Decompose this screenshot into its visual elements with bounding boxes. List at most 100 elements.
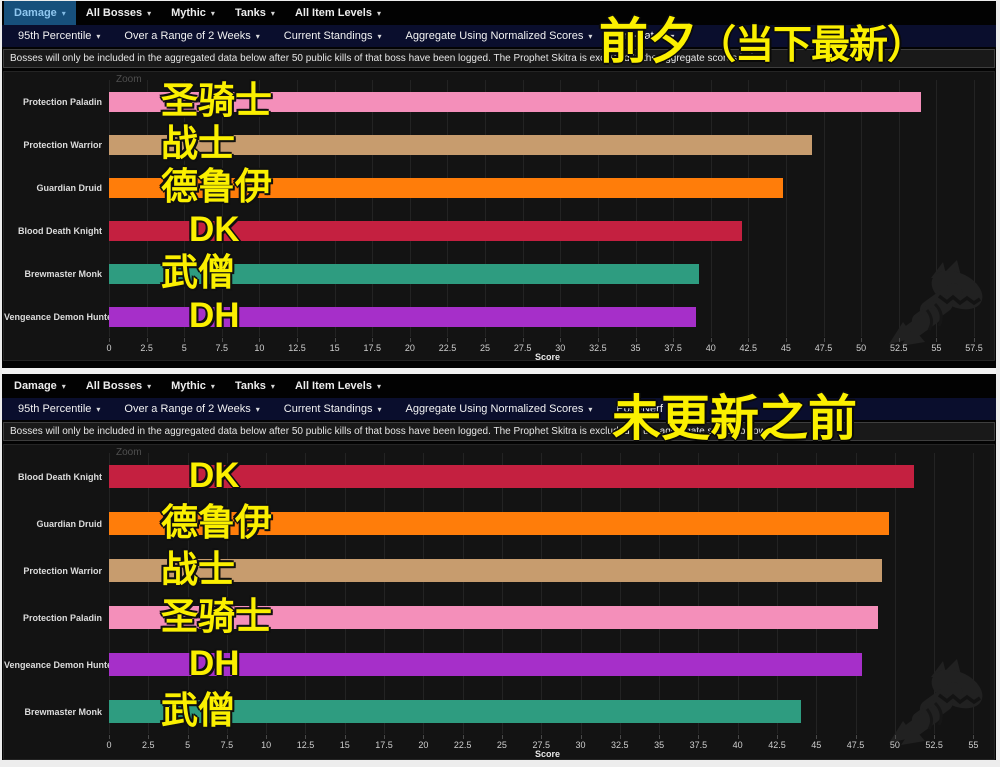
- panel-separator: [2, 368, 996, 374]
- nav-item-damage[interactable]: Damage ▾: [4, 374, 76, 398]
- axis-tick-mark: [305, 735, 307, 739]
- x-axis: Score 0 2.5 5 7.5 10 12.5 15 17.5 20 22.5 25 27.5 30…: [106, 338, 986, 362]
- secondary-navbar: 95th Percentile ▾ Over a Range of 2 Weeks ▾…: [2, 25, 996, 47]
- filter-item-current-standings[interactable]: Current Standings ▾: [272, 30, 394, 42]
- score-bar[interactable]: [109, 700, 801, 723]
- filter-item-current-standings[interactable]: Current Standings ▾: [272, 403, 394, 415]
- gridline: [266, 453, 268, 734]
- caret-down-icon: ▾: [255, 404, 260, 414]
- nav-item-all-item-levels[interactable]: All Item Levels ▾: [285, 1, 391, 25]
- score-bar[interactable]: [109, 606, 878, 629]
- bar-annotation-overlay: 战士: [161, 548, 235, 590]
- filter-item-95th-percentile[interactable]: 95th Percentile ▾: [6, 403, 112, 415]
- axis-tick-mark: [580, 735, 582, 739]
- nav-item-all-item-levels[interactable]: All Item Levels ▾: [285, 374, 391, 398]
- nav-item-label: All Item Levels: [294, 7, 372, 19]
- gridline: [973, 453, 975, 734]
- secondary-navbar: 95th Percentile ▾ Over a Range of 2 Weeks ▾…: [2, 398, 996, 420]
- axis-tick-mark: [936, 338, 938, 342]
- bar-annotation-overlay: DK: [189, 455, 240, 495]
- score-bar[interactable]: [109, 177, 783, 198]
- gridline: [898, 80, 900, 337]
- nav-item-tanks[interactable]: Tanks ▾: [225, 374, 285, 398]
- bar-chart: Zoom Blood Death Knight DK Guardian Druid 德…: [3, 444, 995, 760]
- axis-tick-label: 37.5: [689, 740, 708, 750]
- filter-item-over-a-range-of-2-weeks[interactable]: Over a Range of 2 Weeks ▾: [112, 30, 271, 42]
- nav-item-mythic[interactable]: Mythic ▾: [161, 374, 225, 398]
- axis-tick-mark: [973, 338, 975, 342]
- gridline: [737, 453, 739, 734]
- caret-down-icon: ▾: [677, 404, 682, 414]
- bar-annotation-overlay: 德鲁伊: [161, 501, 272, 543]
- category-label: Guardian Druid: [36, 518, 102, 529]
- category-label: Vengeance Demon Hunter: [4, 659, 116, 670]
- gridline: [297, 80, 299, 337]
- filter-item-label: Over a Range of 2 Weeks: [124, 403, 251, 415]
- axis-tick-mark: [785, 338, 787, 342]
- gridline: [501, 453, 503, 734]
- gridline: [148, 453, 150, 734]
- nav-item-damage[interactable]: Damage ▾: [4, 1, 76, 25]
- score-bar[interactable]: [109, 134, 812, 155]
- score-bar[interactable]: [109, 512, 889, 535]
- score-bar[interactable]: [109, 653, 862, 676]
- nav-item-label: Mythic: [171, 7, 206, 19]
- gridline: [447, 80, 449, 337]
- axis-tick-label: 32.5: [589, 343, 607, 353]
- overlay-title-part: （当下最新）: [697, 24, 926, 67]
- score-bar[interactable]: [109, 465, 914, 488]
- score-bar[interactable]: [109, 263, 699, 284]
- caret-down-icon: ▾: [376, 8, 381, 18]
- filter-item-pre-patch[interactable]: Pre-Patch ▾: [604, 30, 686, 42]
- filter-item-aggregate-using-normalized-scores[interactable]: Aggregate Using Normalized Scores ▾: [393, 30, 604, 42]
- gridline: [187, 453, 189, 734]
- score-bar[interactable]: [109, 220, 743, 241]
- axis-tick-mark: [187, 735, 189, 739]
- nav-item-all-bosses[interactable]: All Bosses ▾: [76, 374, 161, 398]
- axis-tick-mark: [776, 735, 778, 739]
- axis-tick-mark: [737, 735, 739, 739]
- score-bar[interactable]: [109, 91, 922, 112]
- caret-down-icon: ▾: [147, 381, 152, 391]
- ranking-panel-prepatch: Damage ▾ All Bosses ▾ Mythic ▾ Tanks ▾ All Item …: [2, 1, 996, 368]
- axis-tick-mark: [221, 338, 223, 342]
- filter-item-95th-percentile[interactable]: 95th Percentile ▾: [6, 30, 112, 42]
- chart-row: Blood Death Knight DK: [4, 209, 994, 252]
- axis-tick-label: 7.5: [215, 343, 229, 353]
- axis-tick-mark: [184, 338, 186, 342]
- axis-tick-mark: [462, 735, 464, 739]
- axis-tick-mark: [259, 338, 261, 342]
- gridline: [146, 80, 148, 337]
- gridline: [580, 453, 582, 734]
- filter-item-post-nerf-ii[interactable]: Post-Nerf II ▾: [604, 403, 693, 415]
- chart-row: Protection Warrior 战士: [4, 547, 994, 594]
- score-bar[interactable]: [109, 559, 883, 582]
- caret-down-icon: ▾: [61, 8, 66, 18]
- filter-item-over-a-range-of-2-weeks[interactable]: Over a Range of 2 Weeks ▾: [112, 403, 271, 415]
- filter-item-label: Current Standings: [283, 30, 373, 42]
- category-label: Vengeance Demon Hunter: [4, 311, 116, 322]
- axis-tick-label: 5: [181, 343, 187, 353]
- nav-item-mythic[interactable]: Mythic ▾: [161, 1, 225, 25]
- axis-tick-label: 47.5: [814, 343, 833, 353]
- score-bar[interactable]: [109, 306, 696, 327]
- axis-tick-label: 57.5: [965, 343, 983, 353]
- axis-tick-mark: [635, 338, 637, 342]
- axis-tick-mark: [409, 338, 411, 342]
- warcraftlogs-serpent-watermark-icon: [889, 659, 983, 745]
- axis-tick-mark: [659, 735, 661, 739]
- axis-tick-label: 22.5: [438, 343, 457, 353]
- axis-tick-label: 25: [480, 343, 491, 353]
- filter-item-label: Aggregate Using Normalized Scores: [405, 30, 584, 42]
- axis-tick-label: 52.5: [925, 740, 943, 750]
- nav-item-tanks[interactable]: Tanks ▾: [225, 1, 285, 25]
- nav-item-label: All Bosses: [85, 7, 143, 19]
- nav-item-all-bosses[interactable]: All Bosses ▾: [76, 1, 161, 25]
- bar-track: 圣骑士: [109, 80, 986, 123]
- axis-tick-mark: [109, 735, 110, 739]
- axis-tick-mark: [894, 735, 896, 739]
- axis-tick-label: 5: [185, 740, 191, 750]
- filter-item-aggregate-using-normalized-scores[interactable]: Aggregate Using Normalized Scores ▾: [393, 403, 604, 415]
- category-label: Blood Death Knight: [18, 225, 102, 236]
- axis-tick-label: 0: [106, 343, 112, 353]
